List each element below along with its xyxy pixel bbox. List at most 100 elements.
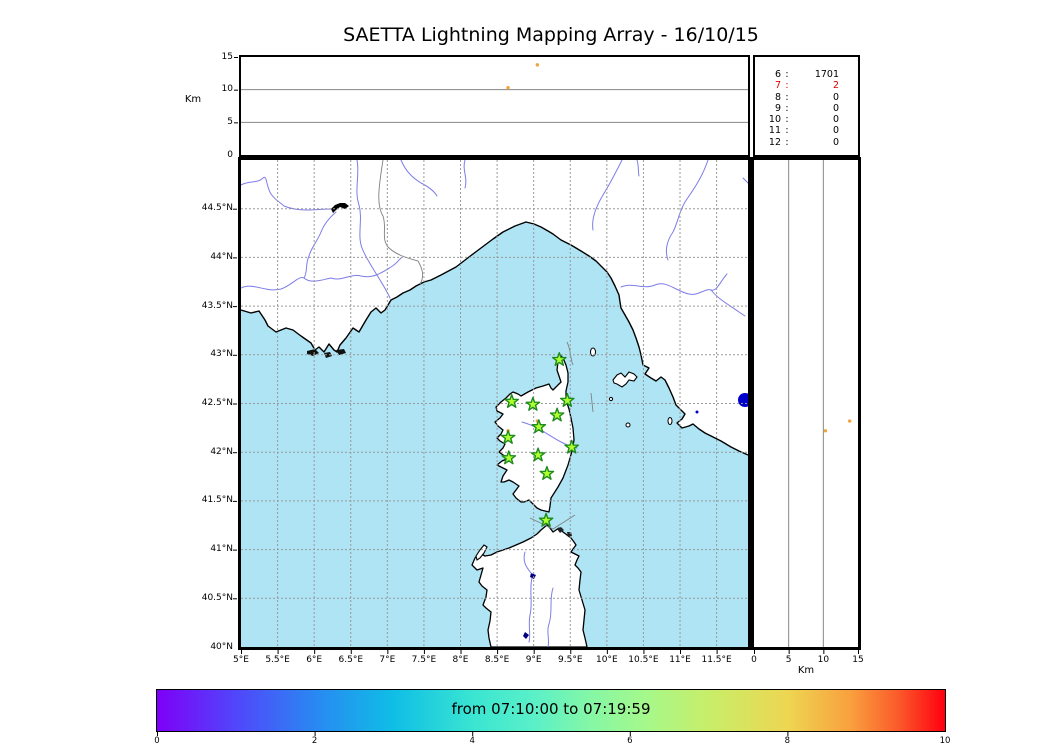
hyeres-islands bbox=[307, 349, 346, 358]
mainland-coastline bbox=[241, 221, 748, 456]
lma-station-marker bbox=[531, 419, 547, 434]
maddalena-islands bbox=[557, 527, 572, 537]
lma-station-marker bbox=[538, 512, 554, 527]
latitude-tick-label: 44.5°N bbox=[201, 203, 233, 214]
longitude-tick-marks bbox=[241, 650, 718, 654]
colorbar-label: from 07:10:00 to 07:19:59 bbox=[451, 700, 651, 718]
latitude-tick-label: 43°N bbox=[210, 349, 233, 360]
lake-coghinas bbox=[530, 573, 536, 579]
lma-station-marker bbox=[500, 429, 516, 444]
altitude-latitude-panel bbox=[751, 157, 861, 650]
colorbar-tick-label: 10 bbox=[939, 736, 951, 746]
km-tick-label: 0 bbox=[751, 655, 757, 665]
lightning-source-dot bbox=[535, 63, 540, 67]
longitude-tick-label: 5°E bbox=[233, 655, 249, 665]
mainland-land bbox=[241, 160, 748, 455]
map-gridlines bbox=[241, 160, 748, 647]
lma-station-marker bbox=[525, 396, 541, 411]
altitude-longitude-plot bbox=[241, 63, 748, 123]
latitude-tick-label: 44°N bbox=[210, 251, 233, 262]
altitude-latitude-plot bbox=[788, 160, 852, 647]
giglio-island bbox=[667, 417, 673, 425]
longitude-tick-label: 10°E bbox=[596, 655, 618, 665]
time-colorbar: from 07:10:00 to 07:19:59 bbox=[156, 689, 946, 732]
colorbar-tick-label: 4 bbox=[469, 736, 475, 746]
altitude-tick-label: 10 bbox=[221, 84, 233, 95]
lma-stations bbox=[500, 351, 580, 527]
page-title: SAETTA Lightning Mapping Array - 16/10/1… bbox=[343, 24, 759, 46]
longitude-tick-label: 5.5°E bbox=[265, 655, 290, 665]
lake-omodeo bbox=[523, 632, 529, 639]
longitude-tick-label: 7°E bbox=[379, 655, 396, 665]
longitude-tick-label: 11°E bbox=[669, 655, 691, 665]
count-row: 8:0 bbox=[774, 91, 839, 103]
colorbar-tick-labels: 0 2 4 6 8 10 bbox=[154, 736, 950, 748]
count-row: 10:0 bbox=[768, 114, 839, 126]
count-row: 9:0 bbox=[774, 102, 839, 114]
longitude-tick-label: 6.5°E bbox=[338, 655, 364, 665]
boundary-lines bbox=[378, 160, 594, 530]
lake-serre-poncon bbox=[331, 203, 349, 213]
altitude-axis-label: Km bbox=[184, 94, 202, 105]
altitude-tick-marks bbox=[234, 57, 238, 124]
longitude-tick-label: 9°E bbox=[525, 655, 542, 665]
lma-station-marker bbox=[559, 392, 575, 407]
lma-station-marker bbox=[551, 351, 567, 367]
altitude-tick-label: 0 bbox=[227, 149, 233, 160]
altitude-tick-label: 5 bbox=[227, 116, 233, 127]
lightning-source-dot bbox=[506, 86, 510, 90]
longitude-tick-label: 6°E bbox=[306, 655, 323, 665]
map-panel bbox=[238, 157, 751, 650]
longitude-axis-ticks: 5°E 5.5°E 6°E 6.5°E 7°E 7.5°E 8°E 8.5°E 9°E 9.5°E… bbox=[233, 655, 748, 669]
montecristo-island bbox=[625, 422, 631, 428]
altitude-tick-label: 15 bbox=[221, 51, 233, 62]
right-km-tick-marks bbox=[754, 650, 859, 654]
lma-station-marker bbox=[549, 407, 565, 422]
pianosa-island bbox=[608, 396, 614, 402]
colorbar-tick-marks bbox=[157, 732, 789, 736]
colorbar-tick-label: 8 bbox=[784, 736, 791, 746]
count-row: 11:0 bbox=[768, 125, 839, 137]
count-row: 6:1701 bbox=[774, 69, 839, 80]
longitude-tick-label: 8.5°E bbox=[484, 655, 510, 665]
elba-island bbox=[612, 371, 638, 388]
km-tick-label: 5 bbox=[785, 655, 792, 665]
colorbar-tick-label: 2 bbox=[311, 736, 318, 746]
count-row: 12:0 bbox=[768, 136, 839, 148]
orbetello-lagoon bbox=[695, 410, 699, 414]
colorbar-tick-label: 6 bbox=[627, 736, 633, 746]
km-tick-label: 15 bbox=[852, 655, 864, 665]
lma-station-marker bbox=[501, 450, 517, 465]
map bbox=[241, 160, 748, 647]
longitude-tick-label: 7.5°E bbox=[411, 655, 437, 665]
latitude-tick-label: 41.5°N bbox=[201, 495, 233, 506]
altitude-longitude-panel bbox=[239, 55, 750, 157]
longitude-tick-label: 11.5°E bbox=[701, 655, 732, 665]
right-km-axis-ticks: 0 5 10 15 bbox=[751, 655, 864, 669]
lightning-source-dot bbox=[847, 419, 852, 423]
longitude-tick-label: 9.5°E bbox=[558, 655, 583, 665]
latitude-tick-label: 41°N bbox=[210, 544, 233, 555]
latitude-tick-label: 40.5°N bbox=[201, 592, 233, 603]
longitude-tick-label: 10.5°E bbox=[628, 655, 659, 665]
latitude-tick-label: 42°N bbox=[210, 446, 233, 457]
latitude-tick-label: 40°N bbox=[210, 641, 233, 652]
latitude-tick-label: 43.5°N bbox=[201, 300, 233, 311]
capraia-island bbox=[590, 347, 596, 357]
sardinia-island bbox=[471, 524, 588, 647]
lightning-source-dot bbox=[823, 429, 828, 433]
latitude-tick-marks bbox=[233, 208, 237, 600]
lma-station-marker bbox=[539, 465, 555, 480]
km-tick-label: 10 bbox=[817, 655, 830, 665]
colorbar-tick-label: 0 bbox=[154, 736, 160, 746]
lma-station-marker bbox=[530, 447, 546, 462]
rivers bbox=[241, 160, 748, 647]
longitude-tick-label: 8°E bbox=[452, 655, 469, 665]
lma-station-marker bbox=[564, 439, 580, 454]
latitude-axis-ticks: 44.5°N 44°N 43.5°N 43°N 42.5°N 42°N 41.5°N 41°N… bbox=[175, 160, 233, 651]
count-row: 7:2 bbox=[774, 80, 839, 92]
lma-station-marker bbox=[504, 393, 520, 408]
source-counts-panel: 6:1701 7:2 8:0 9:0 10:0 11:0 12:0 bbox=[753, 55, 860, 157]
km-axis-label: Km bbox=[797, 665, 815, 676]
